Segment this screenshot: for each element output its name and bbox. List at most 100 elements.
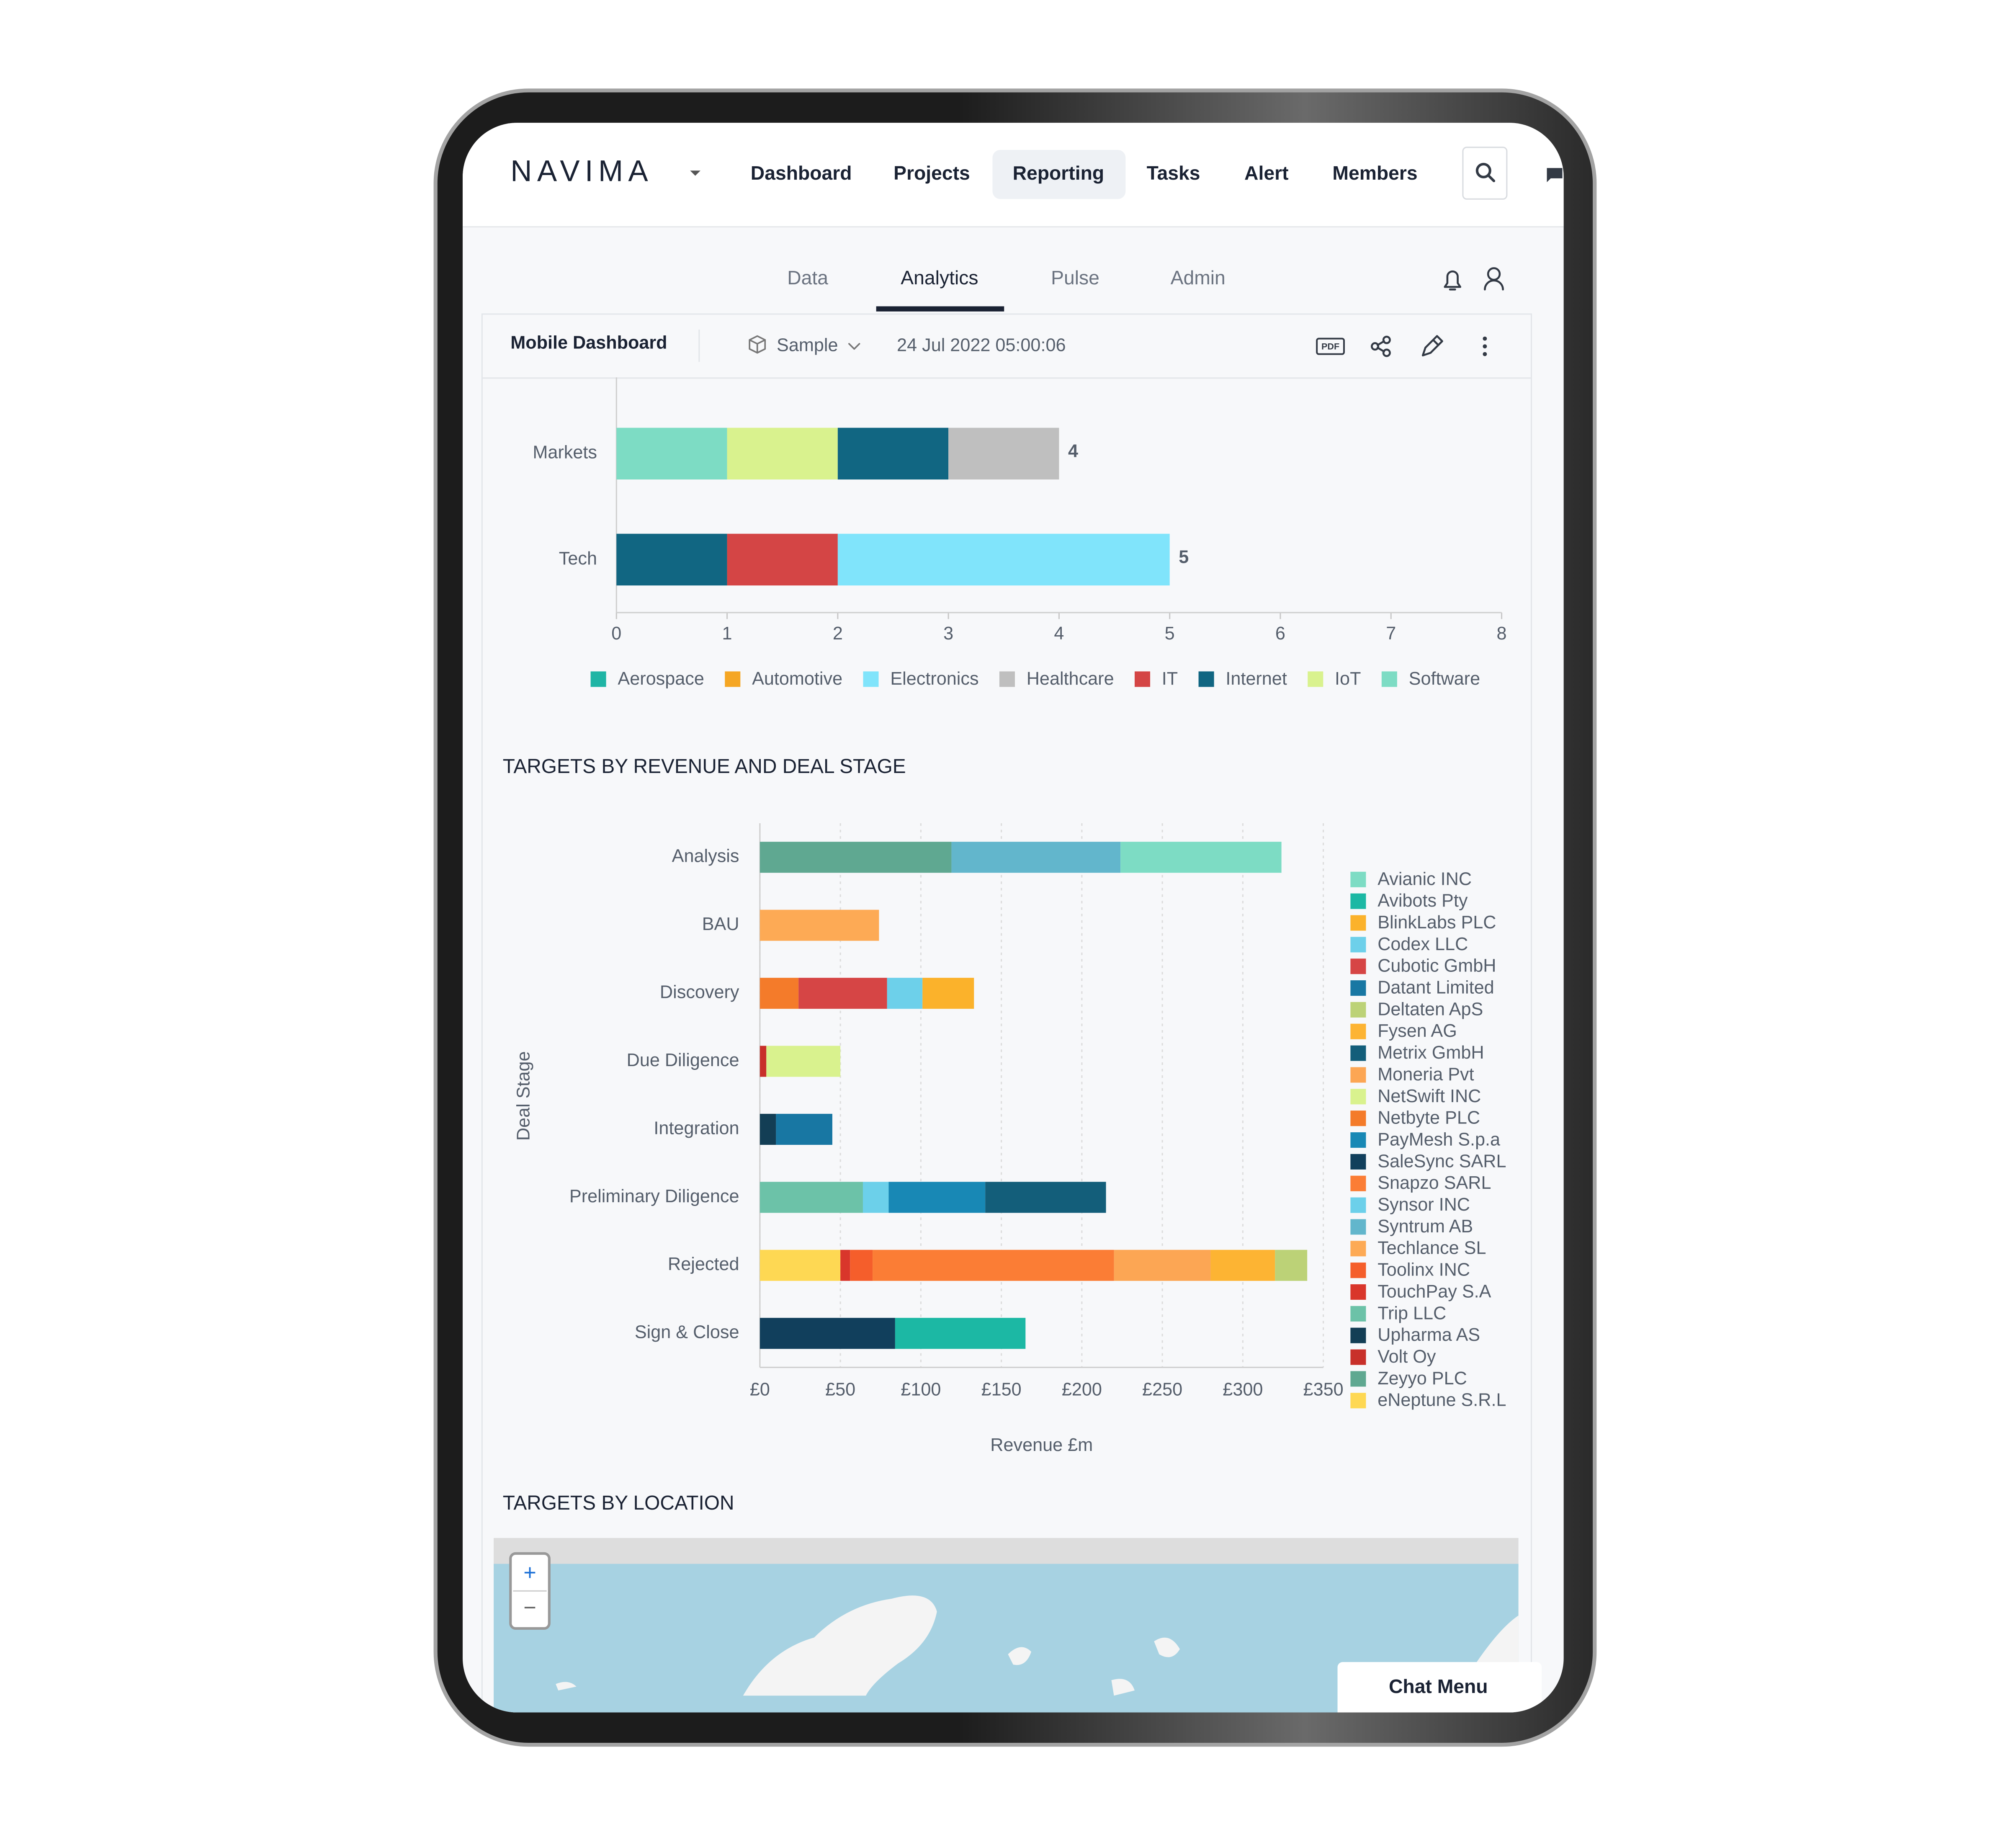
legend-item[interactable]: Aerospace xyxy=(590,669,704,689)
legend-item[interactable]: Netbyte PLC xyxy=(1350,1108,1480,1128)
bar-segment xyxy=(895,1318,1026,1349)
legend-item[interactable]: Cubotic GmbH xyxy=(1350,956,1496,976)
legend-item[interactable]: PayMesh S.p.a xyxy=(1350,1129,1501,1149)
bar-segment xyxy=(760,1113,776,1145)
legend-item[interactable]: TouchPay S.A xyxy=(1350,1281,1491,1301)
logo[interactable]: NAVIMA xyxy=(510,155,653,188)
x-tick-label: £250 xyxy=(1142,1379,1182,1399)
legend-item[interactable]: Synsor INC xyxy=(1350,1195,1470,1215)
bell-icon[interactable] xyxy=(1444,270,1462,291)
dataset-icon xyxy=(749,335,766,354)
legend-item[interactable]: Deltaten ApS xyxy=(1350,999,1483,1019)
nav-item[interactable]: Dashboard xyxy=(751,162,852,184)
tab[interactable]: Admin xyxy=(1171,267,1226,289)
legend-item[interactable]: Metrix GmbH xyxy=(1350,1043,1484,1063)
tab-active[interactable]: Analytics xyxy=(901,267,978,289)
legend-item[interactable]: Automotive xyxy=(725,669,842,689)
share-button[interactable] xyxy=(1371,335,1391,357)
legend-item[interactable]: IT xyxy=(1134,669,1178,689)
legend-item[interactable]: Techlance SL xyxy=(1350,1238,1486,1258)
legend-label: BlinkLabs PLC xyxy=(1377,912,1496,933)
search-button[interactable] xyxy=(1462,147,1508,200)
dashboard-card xyxy=(481,313,1532,1713)
charts: 0 1 2 3 4 5 6 7 8 Markets 4 Tech 5 Aerospace Automotiv… xyxy=(503,377,1507,1455)
legend-item[interactable]: Healthcare xyxy=(999,669,1114,689)
bar-segment xyxy=(760,978,799,1009)
legend-label: Netbyte PLC xyxy=(1377,1108,1480,1128)
chat-icon[interactable] xyxy=(1547,168,1563,183)
legend-swatch xyxy=(1350,1154,1366,1170)
nav-item[interactable]: Reporting xyxy=(1013,162,1105,184)
legend-label: Volt Oy xyxy=(1377,1347,1436,1367)
legend-item[interactable]: NetSwift INC xyxy=(1350,1086,1481,1106)
legend-item[interactable]: Codex LLC xyxy=(1350,934,1468,954)
legend-item[interactable]: Zeyyo PLC xyxy=(1350,1368,1467,1389)
tab[interactable]: Data xyxy=(787,267,828,289)
legend-item[interactable]: Volt Oy xyxy=(1350,1347,1436,1367)
nav-item[interactable]: Alert xyxy=(1244,162,1288,184)
legend-label: Metrix GmbH xyxy=(1377,1043,1484,1063)
legend-item[interactable]: Avianic INC xyxy=(1350,869,1472,889)
legend-swatch xyxy=(1308,671,1323,687)
legend-label: Aerospace xyxy=(618,669,704,689)
legend-swatch xyxy=(1350,1371,1366,1387)
zoom-out[interactable]: − xyxy=(523,1595,536,1620)
nav-active-bg xyxy=(992,150,1126,199)
nav-item[interactable]: Projects xyxy=(893,162,970,184)
legend-item[interactable]: Internet xyxy=(1198,669,1287,689)
legend-swatch xyxy=(999,671,1015,687)
edit-button[interactable] xyxy=(1421,335,1443,357)
legend-item[interactable]: BlinkLabs PLC xyxy=(1350,912,1496,933)
legend-swatch xyxy=(1350,1306,1366,1322)
legend-swatch xyxy=(1350,1111,1366,1126)
legend-item[interactable]: IoT xyxy=(1308,669,1361,689)
legend-item[interactable]: Software xyxy=(1381,669,1480,689)
legend-item[interactable]: Moneria Pvt xyxy=(1350,1064,1474,1085)
tab[interactable]: Pulse xyxy=(1051,267,1099,289)
bar-segment xyxy=(727,428,838,480)
nav-item[interactable]: Tasks xyxy=(1147,162,1200,184)
legend-item[interactable]: Syntrum AB xyxy=(1350,1216,1473,1237)
bar-segment xyxy=(840,1250,850,1281)
legend-item[interactable]: eNeptune S.R.L xyxy=(1350,1390,1506,1410)
x-tick-label: 5 xyxy=(1165,624,1175,644)
legend-item[interactable]: Toolinx INC xyxy=(1350,1260,1470,1280)
legend-item[interactable]: Upharma AS xyxy=(1350,1325,1480,1345)
legend-label: Automotive xyxy=(752,669,842,689)
legend-swatch xyxy=(1350,1241,1366,1257)
legend-swatch xyxy=(1198,671,1214,687)
legend-item[interactable]: Datant Limited xyxy=(1350,978,1494,998)
legend-label: Techlance SL xyxy=(1377,1238,1486,1258)
legend-swatch xyxy=(1350,1067,1366,1083)
user-icon[interactable] xyxy=(1484,267,1504,291)
dataset-selector[interactable]: Sample xyxy=(777,335,838,356)
bar-segment xyxy=(837,533,1170,586)
legend-swatch xyxy=(863,671,879,687)
chat-menu-label[interactable]: Chat Menu xyxy=(1389,1675,1488,1697)
pdf-export-button[interactable]: PDF xyxy=(1316,338,1345,355)
legend-label: Internet xyxy=(1226,669,1287,689)
nav-item[interactable]: Members xyxy=(1332,162,1417,184)
legend-item[interactable]: Snapzo SARL xyxy=(1350,1173,1491,1193)
legend-swatch xyxy=(1350,1197,1366,1213)
bar-segment xyxy=(776,1113,832,1145)
legend-item[interactable]: Fysen AG xyxy=(1350,1021,1457,1041)
x-tick-label: 3 xyxy=(943,624,953,644)
bar-segment xyxy=(766,1046,841,1077)
legend-swatch xyxy=(1381,671,1397,687)
logo-dropdown[interactable] xyxy=(690,170,700,176)
more-button[interactable] xyxy=(1483,336,1487,356)
chat-menu-button[interactable] xyxy=(1337,1662,1542,1720)
legend-item[interactable]: SaleSync SARL xyxy=(1350,1151,1506,1171)
y-tick-label: Preliminary Diligence xyxy=(569,1186,739,1206)
legend-label: TouchPay S.A xyxy=(1377,1281,1491,1301)
zoom-in[interactable]: + xyxy=(523,1561,536,1585)
legend-swatch xyxy=(1350,980,1366,996)
legend-label: Datant Limited xyxy=(1377,978,1494,998)
total-label: 4 xyxy=(1068,441,1078,461)
legend-item[interactable]: Electronics xyxy=(863,669,979,689)
dataset-chevron[interactable] xyxy=(848,343,860,350)
legend-item[interactable]: Trip LLC xyxy=(1350,1303,1446,1323)
legend-item[interactable]: Avibots Pty xyxy=(1350,891,1468,911)
